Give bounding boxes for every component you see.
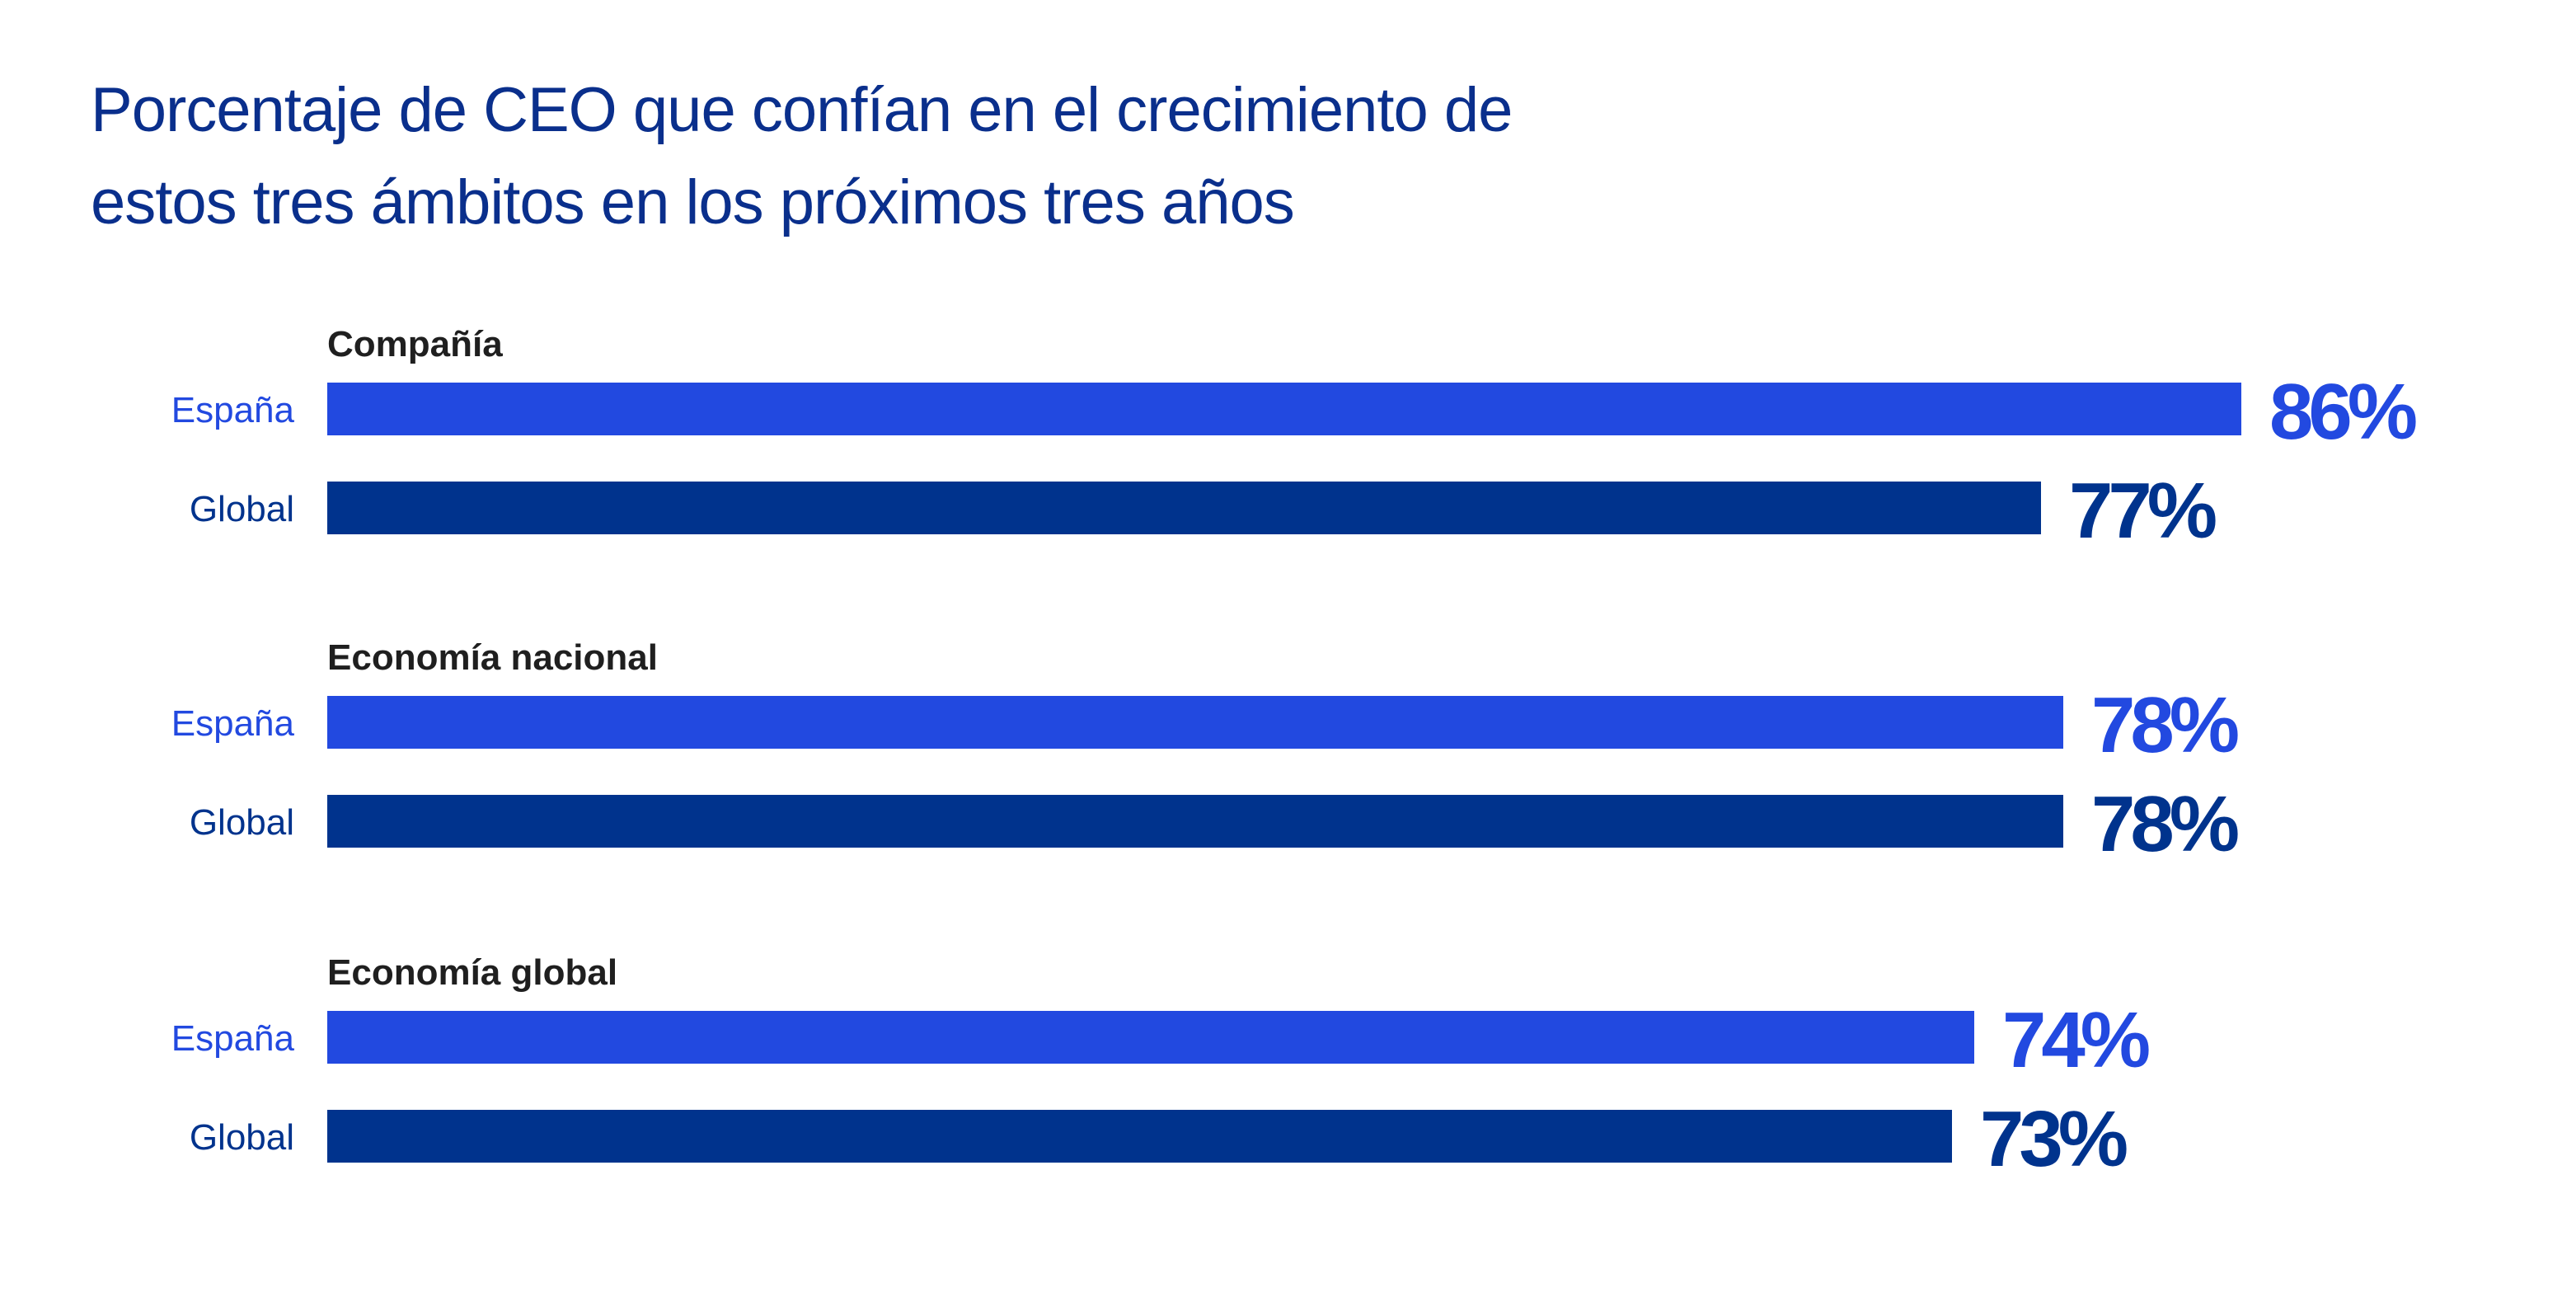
bar-global (327, 1110, 1952, 1163)
row-label: España (171, 390, 295, 430)
group-label: Compañía (327, 324, 503, 364)
bar-espana (327, 383, 2241, 435)
chart-title-line-1: Porcentaje de CEO que confían en el crec… (91, 75, 1513, 145)
value-label: 73% (1980, 1095, 2127, 1183)
value-label: 74% (2002, 996, 2149, 1084)
row-label: Global (190, 489, 294, 529)
bar-global (327, 795, 2063, 848)
bar-espana (327, 696, 2063, 749)
value-label: 77% (2069, 467, 2216, 555)
chart-title-line-2: estos tres ámbitos en los próximos tres … (91, 167, 1295, 237)
row-label: España (171, 703, 295, 744)
value-label: 78% (2091, 681, 2238, 769)
value-label: 86% (2269, 368, 2416, 456)
bar-espana (327, 1011, 1974, 1064)
group-label: Economía global (327, 952, 617, 993)
value-label: 78% (2091, 780, 2238, 868)
group-label: Economía nacional (327, 637, 658, 678)
bar-global (327, 482, 2041, 534)
row-label: España (171, 1018, 295, 1059)
row-label: Global (190, 802, 294, 843)
chart-title: Porcentaje de CEO que confían en el crec… (91, 64, 1657, 249)
row-label: Global (190, 1117, 294, 1158)
